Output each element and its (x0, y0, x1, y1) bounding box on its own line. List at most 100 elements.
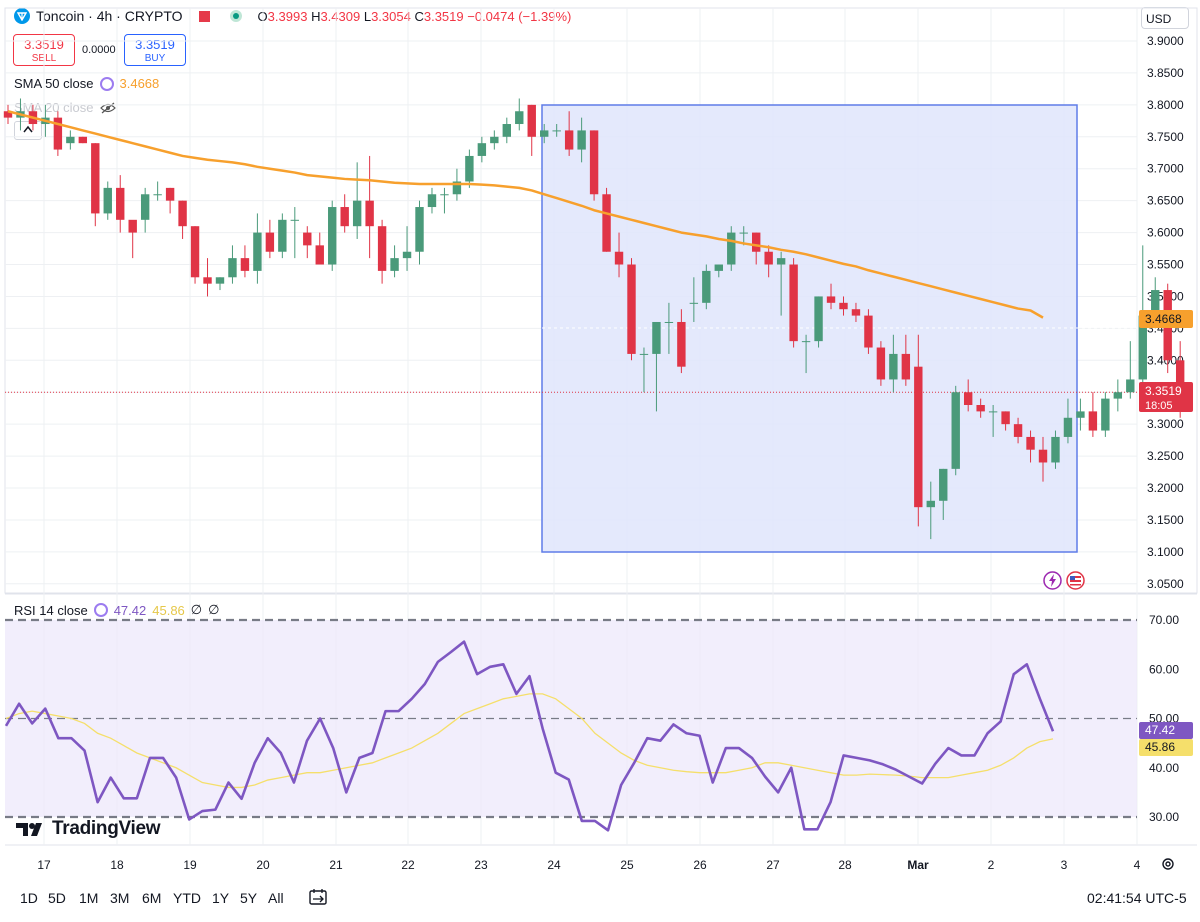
price-axis-label: 3.6000 (1147, 226, 1184, 240)
price-axis-label: 3.2500 (1147, 449, 1184, 463)
candle-body (789, 264, 798, 342)
date-range-icon[interactable] (308, 888, 328, 906)
symbol-header[interactable]: Toncoin · 4h · CRYPTO O3.3993 H3.4309 L3… (14, 8, 571, 24)
candle-body (963, 392, 973, 406)
time-axis-label: 25 (620, 858, 634, 872)
candle-body (290, 219, 300, 221)
candle-body (564, 130, 574, 150)
candle-body (153, 194, 162, 196)
candle-body (340, 207, 349, 227)
candle-body (490, 136, 499, 144)
candle-body (1026, 436, 1035, 450)
us-flag-icon[interactable] (1066, 571, 1085, 590)
candle-body (278, 219, 287, 252)
price-axis-label: 3.8000 (1147, 98, 1184, 112)
rsi-settings-icon[interactable] (93, 603, 108, 617)
timeframe-button-1y[interactable]: 1Y (212, 890, 230, 906)
price-axis-label: 3.6500 (1147, 194, 1184, 208)
price-axis-label: 3.0500 (1147, 577, 1184, 591)
rsi-empty-value-2: ∅ (208, 602, 220, 617)
clock[interactable]: 02:41:54 UTC-5 (1087, 890, 1187, 906)
price-axis-label: 3.7000 (1147, 162, 1184, 176)
candle-body (78, 136, 88, 144)
candle-body (901, 353, 911, 380)
timeframe-button-all[interactable]: All (268, 890, 284, 906)
candle-body (552, 130, 561, 132)
candle-body (477, 143, 487, 156)
candle-body (727, 232, 736, 265)
spread-value: 0.0000 (82, 44, 116, 56)
market-status-icon (229, 10, 242, 22)
currency-value: USD (1146, 12, 1172, 26)
time-axis-label: 17 (37, 858, 51, 872)
flag-icon[interactable] (198, 10, 210, 22)
time-axis-label: 20 (256, 858, 270, 872)
gear-icon[interactable] (1161, 857, 1175, 871)
candle-body (702, 270, 711, 303)
candle-body (851, 309, 861, 316)
price-axis-label: 3.3000 (1147, 417, 1184, 431)
candle-body (465, 155, 474, 182)
candle-body (739, 232, 748, 234)
timeframe-button-1m[interactable]: 1M (79, 890, 99, 906)
candle-body (652, 321, 661, 354)
time-axis-label: 28 (838, 858, 852, 872)
candle-body (140, 194, 150, 220)
candle-body (427, 194, 437, 208)
price-axis-label: 3.2000 (1147, 481, 1184, 495)
sma-settings-icon[interactable] (99, 76, 114, 91)
brand-name: TradingView (52, 818, 161, 839)
rsi-axis-label: 70.00 (1149, 613, 1179, 627)
candle-body (864, 315, 873, 348)
toncoin-logo-icon (14, 8, 30, 24)
time-axis-label: 3 (1061, 858, 1068, 872)
candle-body (1126, 379, 1135, 393)
symbol-title[interactable]: Toncoin · 4h · CRYPTO (36, 8, 183, 24)
candle-body (328, 207, 337, 265)
rsi-label: RSI 14 close (14, 602, 88, 618)
timeframe-button-3m[interactable]: 3M (110, 890, 130, 906)
candle-body (402, 251, 412, 259)
time-axis-label: 27 (766, 858, 780, 872)
candle-body (527, 104, 536, 137)
candle-body (116, 187, 125, 220)
candle-body (976, 405, 985, 412)
price-axis-label: 3.9000 (1147, 34, 1184, 48)
candle-body (677, 321, 686, 367)
candle-body (926, 500, 935, 508)
candle-body (639, 353, 649, 355)
timeframe-button-5d[interactable]: 5D (48, 890, 66, 906)
candle-body (1051, 436, 1060, 463)
rsi-value: 47.42 (113, 602, 147, 618)
candle-body (814, 296, 823, 342)
candle-body (664, 321, 674, 323)
candle-body (265, 232, 275, 252)
candle-body (577, 130, 586, 150)
candle-body (988, 411, 998, 413)
last-price-tag: 3.3519 18:05 (1139, 382, 1193, 412)
rsi-axis-label: 40.00 (1149, 761, 1179, 775)
sma-value: 3.4668 (119, 76, 160, 91)
tradingview-logo[interactable]: TradingView (16, 818, 161, 840)
timeframe-button-5y[interactable]: 5Y (240, 890, 258, 906)
candle-body (440, 194, 449, 196)
collapse-legend-button[interactable] (14, 121, 42, 140)
candle-body (415, 207, 424, 252)
candle-body (826, 296, 836, 303)
candle-body (951, 392, 960, 469)
candle-body (315, 245, 324, 265)
candle-body (1013, 424, 1023, 437)
rsi-legend[interactable]: RSI 14 close 47.42 45.86 ∅ ∅ (14, 602, 219, 618)
candle-body (91, 143, 100, 214)
candle-body (240, 258, 250, 271)
sma-legend[interactable]: SMA 50 close 3.4668 (14, 76, 159, 91)
candle-body (839, 302, 848, 310)
timeframe-button-ytd[interactable]: YTD (173, 890, 201, 906)
lightning-icon[interactable] (1043, 571, 1062, 590)
timeframe-button-6m[interactable]: 6M (142, 890, 162, 906)
candle-body (190, 226, 200, 278)
time-axis-label: 22 (401, 858, 415, 872)
timeframe-button-1d[interactable]: 1D (20, 890, 38, 906)
